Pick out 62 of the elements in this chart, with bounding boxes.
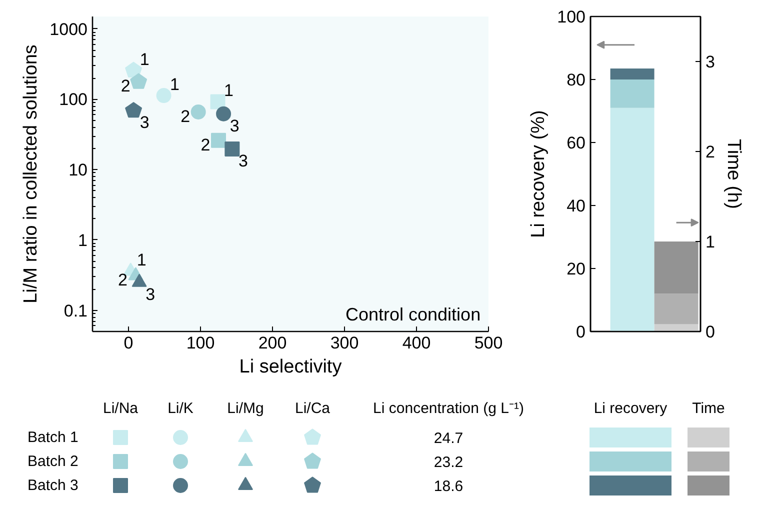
- category-label: Batch 3: [28, 477, 78, 494]
- point: [216, 106, 232, 122]
- text: Time: [692, 400, 725, 417]
- y-tick-label: 80: [566, 70, 586, 90]
- category-label: Batch 2: [28, 453, 78, 470]
- series-label: Li concentration (g L⁻¹): [373, 400, 524, 417]
- annotation: 2: [180, 106, 190, 126]
- y2-tick-label: 2: [706, 142, 715, 162]
- x-tick-label: 300: [330, 334, 359, 352]
- y-tick-label: 10: [68, 160, 88, 180]
- bar: [610, 80, 654, 108]
- annotation: 1: [136, 250, 146, 270]
- text: Li/Na: [102, 400, 139, 417]
- text: Li/Mg: [227, 400, 264, 417]
- x-tick-label: 0: [124, 334, 134, 352]
- annotation: 1: [224, 81, 234, 100]
- y-tick-label: 60: [566, 134, 586, 152]
- point: [125, 102, 142, 118]
- x-tick-label: 400: [402, 334, 431, 352]
- category-label: Batch 1: [28, 429, 78, 446]
- x-tick-label: 100: [186, 334, 215, 352]
- x-tick-label: 500: [474, 334, 503, 352]
- annotation: 3: [230, 116, 240, 136]
- x-tick-label: 200: [258, 334, 287, 352]
- annotation: 3: [140, 113, 150, 132]
- annotation: 1: [140, 50, 150, 69]
- point: [210, 94, 226, 110]
- annotation: 3: [146, 284, 156, 304]
- x-axis-title: Li selectivity: [239, 356, 342, 378]
- y-axis-title: Li/M ratio in collected solutions: [20, 44, 42, 304]
- y2-tick-label: 3: [706, 52, 715, 72]
- point: [211, 132, 226, 148]
- data-label: 18.6: [434, 478, 464, 495]
- point: [156, 88, 172, 103]
- point: [132, 274, 147, 287]
- data-label: 23.2: [434, 454, 464, 471]
- text: Li recovery: [594, 400, 668, 417]
- annotation: 2: [200, 135, 210, 154]
- annotation: 1: [170, 74, 180, 94]
- y-tick-label: 0.1: [64, 301, 88, 320]
- point: [224, 142, 240, 157]
- y-tick-label: 40: [566, 196, 586, 216]
- y2-axis-title: Time (h): [722, 138, 744, 210]
- y-axis-title: Li recovery (%): [528, 110, 550, 238]
- text: Li/K: [168, 400, 194, 417]
- y-tick-label: 100: [59, 90, 88, 110]
- point: [190, 104, 206, 120]
- point: [125, 62, 142, 78]
- bar: [610, 68, 654, 80]
- annotation: 2: [118, 270, 128, 290]
- y-tick-label: 1000: [50, 20, 88, 39]
- data-label: 24.7: [434, 430, 464, 447]
- y2-tick-label: 1: [706, 232, 715, 252]
- y-tick-label: 100: [557, 8, 586, 26]
- bar: [610, 108, 654, 332]
- annotation: Control condition: [346, 304, 481, 325]
- annotation: 3: [238, 152, 248, 171]
- y-tick-label: 1: [78, 230, 88, 250]
- point: [130, 73, 148, 89]
- annotation: 2: [120, 76, 130, 96]
- y-tick-label: 20: [566, 260, 586, 278]
- text: Li/Ca: [294, 400, 331, 417]
